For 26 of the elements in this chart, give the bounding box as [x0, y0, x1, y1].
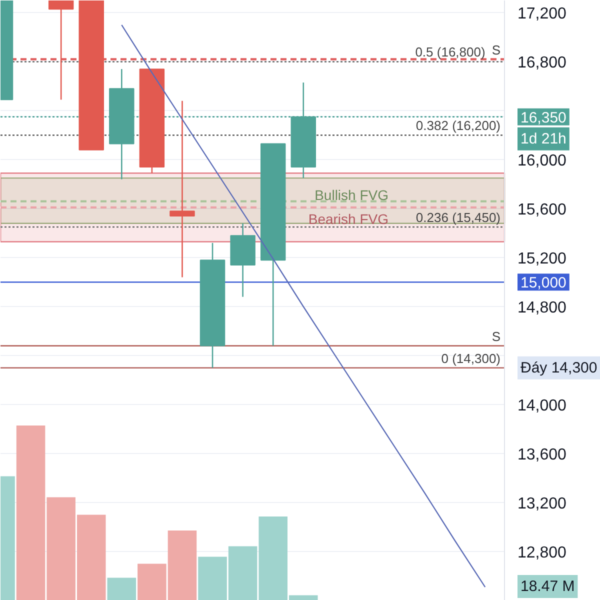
ref-line-label: 0.382 (16,200) — [416, 118, 501, 134]
y-tick-label: 12,800 — [518, 544, 567, 562]
band-label: Bearish FVG — [308, 211, 389, 228]
y-tick-label: Đáy 14,300 — [520, 359, 598, 376]
y-tick-label: 15,200 — [518, 250, 567, 268]
y-tick-label: 17,200 — [518, 6, 567, 23]
candlestick — [170, 100, 195, 278]
y-tick-label: 16,350 — [520, 109, 566, 126]
ref-line-label: S — [492, 42, 501, 58]
y-tick-label: 13,600 — [518, 446, 567, 464]
band-label: Bullish FVG — [314, 187, 389, 204]
text: 18.47 M — [520, 578, 575, 595]
y-tick-label: 15,000 — [520, 274, 566, 292]
y-tick-label: 16,800 — [518, 54, 567, 72]
y-tick-label: 14,800 — [518, 300, 567, 317]
y-tick-label: 14,000 — [518, 398, 567, 415]
ref-line-label: 0.236 (15,450) — [416, 210, 501, 226]
ref-line-label: 0 (14,300) — [441, 350, 501, 366]
y-tick-label: 15,600 — [518, 202, 567, 219]
bar — [107, 578, 136, 600]
ref-line-label: S — [492, 328, 501, 344]
ref-line-label: 0.5 (16,800) — [415, 44, 486, 60]
y-tick-label: 16,000 — [518, 152, 567, 170]
y-tick-label: 13,200 — [518, 496, 567, 513]
candlestick — [48, 0, 74, 100]
text: 1d 21h — [520, 130, 566, 148]
